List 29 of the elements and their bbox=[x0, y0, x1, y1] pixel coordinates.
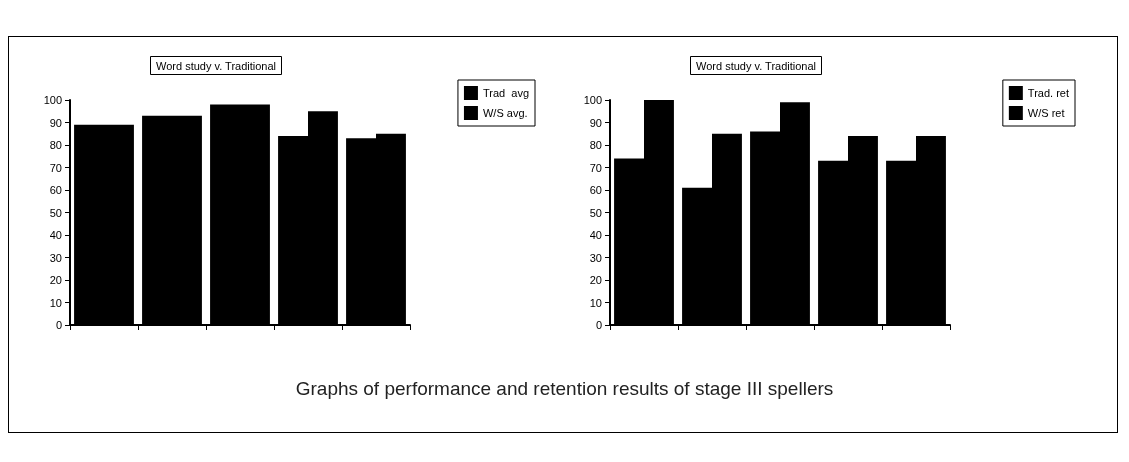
y-tick-label: 100 bbox=[583, 94, 602, 106]
y-tick-label: 80 bbox=[589, 139, 602, 151]
legend-label: W/S ret bbox=[1027, 107, 1065, 119]
y-tick-label: 0 bbox=[595, 319, 602, 331]
y-tick-label: 10 bbox=[589, 296, 602, 309]
text: Graphs of performance and retention results of stage III spellers bbox=[294, 378, 835, 400]
y-tick-label: 50 bbox=[49, 206, 62, 219]
y-tick-label: 90 bbox=[49, 116, 62, 129]
y-tick-label: 60 bbox=[589, 184, 602, 196]
y-tick-label: 30 bbox=[49, 251, 62, 264]
y-tick-label: 90 bbox=[589, 116, 602, 129]
legend-label: Trad avg bbox=[482, 87, 530, 99]
y-tick-label: 50 bbox=[589, 206, 602, 219]
legend-label: Trad. ret bbox=[1027, 87, 1070, 99]
y-tick-label: 70 bbox=[589, 161, 602, 174]
y-tick-label: 30 bbox=[589, 251, 602, 264]
y-tick-label: 10 bbox=[49, 296, 62, 309]
y-tick-label: 40 bbox=[49, 229, 62, 241]
chart-title: Word study v. Traditional bbox=[696, 59, 817, 72]
y-tick-label: 40 bbox=[589, 229, 602, 241]
y-tick-label: 20 bbox=[589, 274, 602, 286]
y-tick-label: 100 bbox=[43, 94, 62, 106]
y-tick-label: 80 bbox=[49, 139, 62, 151]
legend-label: W/S avg. bbox=[482, 107, 528, 119]
y-tick-label: 20 bbox=[49, 274, 62, 286]
y-tick-label: 0 bbox=[55, 319, 62, 331]
chart-title: Word study v. Traditional bbox=[156, 59, 277, 72]
y-tick-label: 70 bbox=[49, 161, 62, 174]
y-tick-label: 60 bbox=[49, 184, 62, 196]
